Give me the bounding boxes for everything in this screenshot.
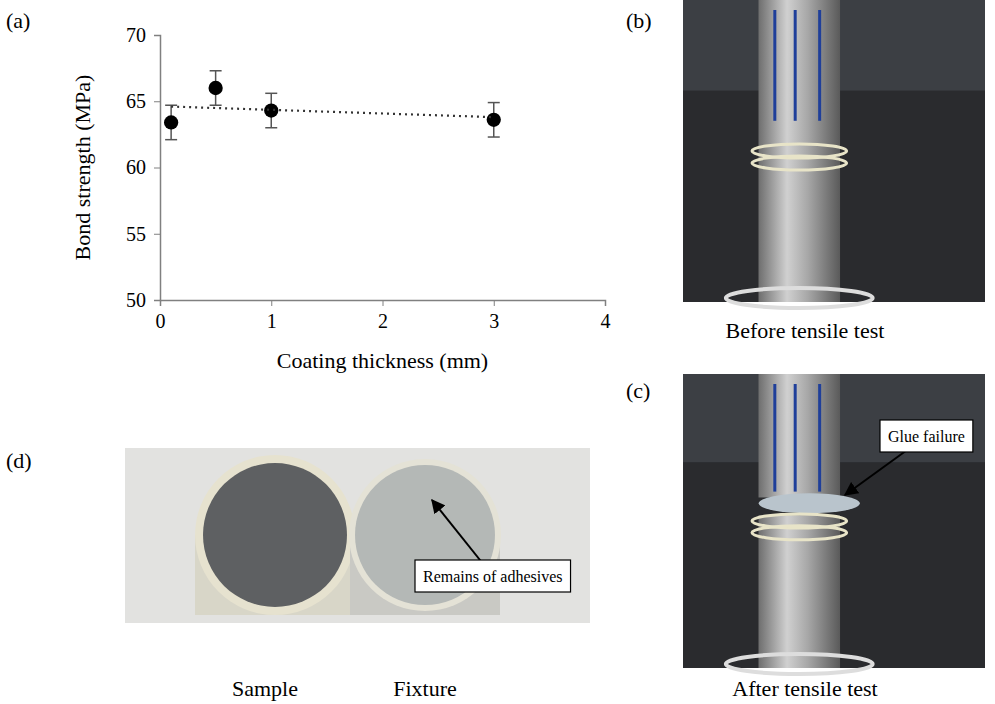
y-tick: 50	[126, 289, 160, 311]
error-bar-cap	[265, 127, 277, 129]
y-tick-mark	[154, 300, 160, 301]
callout: Glue failure	[845, 420, 973, 495]
callout: Remains of adhesives	[415, 500, 571, 592]
error-bar-cap	[265, 93, 277, 95]
callout-text: Glue failure	[888, 428, 965, 445]
photo	[125, 448, 590, 623]
x-tick-mark	[383, 300, 384, 306]
data-point	[264, 103, 278, 117]
photo-background	[683, 374, 985, 668]
y-tick-mark	[154, 168, 160, 169]
error-bar-cap	[210, 104, 222, 106]
x-tick-label: 4	[601, 310, 611, 332]
caption: Before tensile test	[726, 318, 885, 343]
x-tick-mark	[271, 300, 272, 306]
figure: 0 1 2 3 4 50 55 60 65 70 Coating thickness (mm) Bon…	[0, 0, 995, 704]
marker-line	[794, 384, 797, 492]
photo-background	[683, 0, 985, 302]
rod	[759, 0, 841, 302]
error-bar-cap	[165, 104, 177, 106]
caption: Fixture	[393, 676, 457, 701]
y-tick-label: 60	[126, 156, 146, 178]
x-tick-label: 3	[489, 310, 499, 332]
y-tick-mark	[154, 234, 160, 235]
x-tick-mark	[605, 300, 606, 306]
x-tick-mark	[494, 300, 495, 306]
panel-label: (c)	[626, 378, 650, 403]
x-tick: 3	[489, 300, 499, 332]
sample-face	[195, 455, 355, 615]
marker-line	[794, 10, 797, 121]
x-tick: 1	[267, 300, 277, 332]
data-point	[164, 115, 178, 129]
y-tick: 70	[126, 24, 160, 46]
y-tick: 55	[126, 223, 160, 245]
x-tick: 0	[156, 300, 166, 332]
callout-text: Remains of adhesives	[423, 568, 563, 585]
marker-line	[818, 10, 821, 121]
trend-line	[171, 107, 494, 118]
x-tick-label: 2	[378, 310, 388, 332]
rod-end	[759, 493, 860, 513]
callout-box	[415, 560, 571, 592]
photo	[683, 0, 985, 308]
panel-label: (a)	[6, 8, 30, 33]
callout-box	[880, 420, 973, 452]
x-axis: 0 1 2 3 4	[156, 300, 611, 332]
series-points	[164, 71, 501, 140]
y-tick: 65	[126, 90, 160, 112]
marker-line	[773, 10, 776, 121]
error-bar-cap	[210, 70, 222, 72]
y-axis-line	[154, 36, 161, 301]
y-tick-mark	[154, 101, 160, 102]
x-tick: 2	[378, 300, 388, 332]
data-point	[208, 81, 222, 95]
y-tick-label: 50	[126, 289, 146, 311]
y-tick: 60	[126, 156, 160, 178]
rod	[759, 374, 841, 497]
y-tick-label: 55	[126, 223, 146, 245]
y-tick-mark	[154, 35, 160, 36]
y-axis: 50 55 60 65 70	[126, 24, 161, 311]
y-tick-label: 70	[126, 24, 146, 46]
rubber-band	[752, 526, 847, 540]
y-axis-title: Bond strength (MPa)	[70, 75, 95, 261]
panel-label: (d)	[6, 448, 32, 473]
caption: Sample	[232, 676, 298, 701]
marker-line	[773, 384, 776, 492]
error-bar-cap	[488, 102, 500, 104]
x-tick-label: 1	[267, 310, 277, 332]
sample-coating	[203, 463, 347, 607]
panel-label: (b)	[626, 8, 652, 33]
y-tick-label: 65	[126, 90, 146, 112]
x-tick-label: 0	[156, 310, 166, 332]
error-bar-cap	[165, 139, 177, 141]
base-ring	[726, 654, 873, 674]
base-ring	[726, 288, 873, 308]
x-axis-line	[161, 301, 606, 307]
marker-line	[818, 384, 821, 492]
error-bar-cap	[488, 136, 500, 138]
data-point	[487, 113, 501, 127]
photo-background	[125, 448, 590, 623]
x-axis-title: Coating thickness (mm)	[277, 348, 488, 373]
plot-area	[164, 71, 501, 140]
caption: After tensile test	[732, 676, 877, 701]
photo	[683, 374, 985, 674]
x-tick: 4	[601, 300, 611, 332]
rubber-band	[752, 156, 847, 170]
